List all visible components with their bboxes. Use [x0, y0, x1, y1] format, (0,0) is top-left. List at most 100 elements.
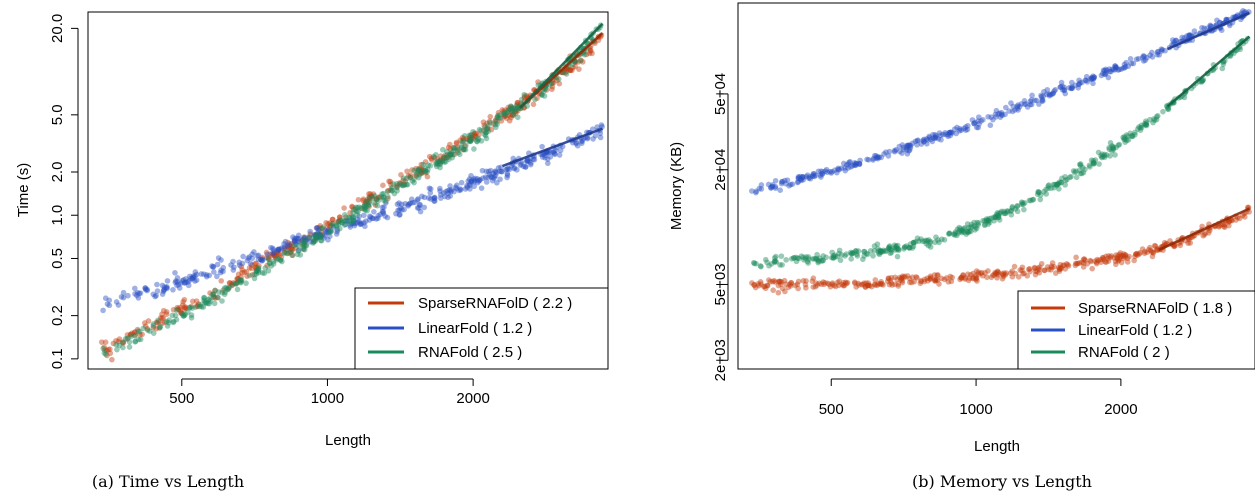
- data-point: [1121, 136, 1127, 142]
- y-tick-label: 5e+03: [712, 263, 729, 305]
- x-tick-label: 2000: [1104, 401, 1137, 418]
- data-point: [427, 162, 434, 169]
- data-point: [470, 128, 476, 135]
- data-point: [398, 205, 404, 211]
- data-point: [985, 218, 992, 224]
- data-point: [971, 120, 977, 127]
- data-point: [269, 245, 276, 252]
- data-point: [851, 162, 857, 168]
- data-point: [852, 162, 859, 169]
- data-point: [847, 164, 854, 170]
- data-point: [380, 195, 387, 201]
- data-point: [849, 250, 856, 257]
- y-tick-label: 20.0: [49, 14, 66, 43]
- data-point: [414, 205, 421, 211]
- data-point: [253, 268, 259, 274]
- data-point: [415, 167, 422, 174]
- data-point: [514, 167, 520, 173]
- data-point: [824, 169, 831, 176]
- data-point: [972, 119, 978, 126]
- data-point: [297, 252, 304, 258]
- plot-frame: [737, 2, 1255, 370]
- data-point: [327, 223, 333, 230]
- data-point: [497, 168, 503, 175]
- data-point: [1201, 25, 1208, 32]
- data-point: [140, 325, 147, 332]
- data-point: [861, 253, 868, 259]
- data-point: [958, 275, 965, 281]
- data-point: [1123, 132, 1130, 138]
- data-point: [438, 153, 444, 159]
- data-point: [1236, 215, 1243, 222]
- data-point: [927, 239, 933, 246]
- data-point: [830, 253, 837, 259]
- data-point: [1112, 152, 1118, 158]
- data-point: [222, 289, 228, 296]
- data-point: [751, 260, 758, 267]
- data-point: [483, 179, 490, 185]
- data-point: [1145, 246, 1152, 253]
- data-point: [164, 323, 171, 329]
- data-point: [891, 148, 898, 155]
- data-point: [368, 193, 375, 199]
- x-axis-label: Length: [974, 438, 1020, 455]
- data-point: [132, 329, 138, 335]
- data-point: [483, 129, 489, 136]
- data-point: [371, 209, 377, 215]
- data-point: [996, 110, 1003, 117]
- data-point: [413, 173, 420, 179]
- data-point: [1098, 152, 1104, 159]
- data-point: [1020, 201, 1026, 208]
- data-point: [887, 246, 894, 253]
- data-point: [1129, 132, 1135, 139]
- data-point: [1009, 205, 1016, 211]
- data-point: [795, 175, 802, 182]
- data-point: [1226, 22, 1233, 29]
- data-point: [556, 152, 563, 158]
- data-point: [251, 275, 258, 282]
- data-point: [326, 229, 333, 236]
- data-point: [1048, 267, 1054, 273]
- data-point: [1221, 224, 1228, 230]
- data-point: [362, 201, 368, 207]
- data-point: [946, 129, 953, 136]
- data-point: [1077, 170, 1084, 177]
- data-point: [201, 297, 207, 304]
- data-point: [1069, 84, 1075, 90]
- data-point: [1004, 208, 1010, 214]
- data-point: [1112, 63, 1118, 69]
- data-point: [1125, 63, 1132, 70]
- data-point: [856, 282, 862, 288]
- data-point: [1003, 210, 1009, 216]
- data-point: [329, 220, 335, 227]
- data-point: [327, 228, 334, 234]
- data-point: [1147, 244, 1153, 251]
- data-point: [1073, 168, 1079, 174]
- data-point: [510, 105, 516, 112]
- data-point: [163, 318, 170, 325]
- data-point: [521, 91, 528, 98]
- data-point: [243, 280, 249, 286]
- data-point: [466, 176, 473, 182]
- data-point: [896, 143, 903, 150]
- data-point: [1049, 264, 1055, 271]
- data-point: [174, 275, 181, 281]
- data-point: [521, 93, 528, 100]
- fit-lines: [502, 22, 604, 168]
- data-point: [106, 302, 113, 309]
- data-point: [289, 246, 296, 253]
- data-point: [337, 217, 343, 223]
- data-point: [971, 223, 977, 229]
- data-point: [466, 138, 472, 145]
- data-point: [1115, 67, 1122, 73]
- data-point: [1200, 232, 1207, 239]
- data-point: [183, 305, 189, 312]
- data-point: [327, 220, 333, 226]
- data-point: [154, 288, 161, 294]
- data-point: [1094, 256, 1100, 263]
- data-point: [375, 213, 381, 219]
- data-point: [360, 196, 367, 202]
- y-tick-label: 2e+03: [712, 339, 729, 381]
- data-point: [959, 227, 966, 233]
- data-point: [415, 196, 421, 202]
